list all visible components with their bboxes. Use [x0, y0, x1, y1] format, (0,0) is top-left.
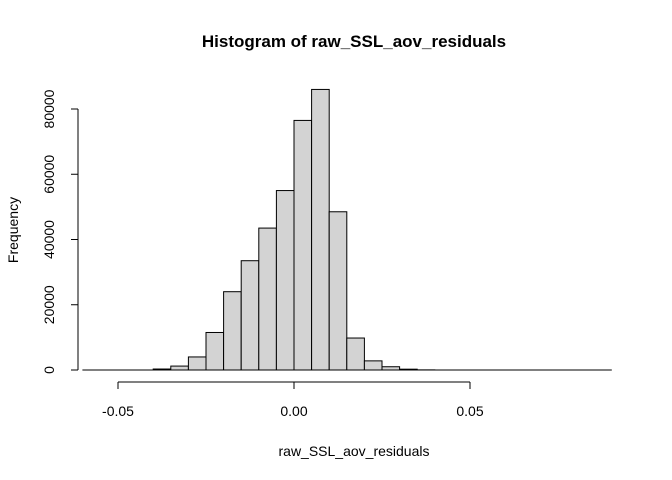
histogram-bar-1 — [170, 365, 189, 371]
histogram-bar-7 — [275, 190, 295, 371]
y-tick-label-0: 0 — [41, 366, 57, 374]
x-tick-label-0: -0.05 — [102, 403, 134, 419]
histogram-bars — [152, 88, 436, 371]
y-tick-label-2: 40000 — [41, 220, 57, 259]
y-axis: 0 20000 40000 60000 80000 — [41, 89, 79, 374]
histogram-bar-8 — [293, 119, 313, 371]
y-axis-label: Frequency — [5, 197, 21, 263]
histogram-bar-9 — [311, 88, 330, 371]
histogram-bar-12 — [363, 360, 383, 371]
y-tick-label-3: 60000 — [41, 155, 57, 194]
x-tick-label-1: 0.00 — [280, 403, 307, 419]
histogram-bar-4 — [223, 291, 242, 371]
x-axis-label: raw_SSL_aov_residuals — [279, 443, 430, 459]
y-tick-label-1: 20000 — [41, 285, 57, 324]
histogram-bar-5 — [240, 260, 260, 371]
histogram-bar-6 — [258, 227, 277, 371]
x-tick-label-2: 0.05 — [456, 403, 483, 419]
histogram-bar-2 — [187, 356, 207, 371]
histogram-bar-10 — [328, 211, 348, 371]
y-tick-label-4: 80000 — [41, 89, 57, 128]
histogram-bar-3 — [205, 331, 225, 371]
chart-title: Histogram of raw_SSL_aov_residuals — [202, 32, 506, 51]
x-axis: -0.05 0.00 0.05 — [102, 381, 484, 419]
histogram-bar-11 — [346, 337, 365, 371]
